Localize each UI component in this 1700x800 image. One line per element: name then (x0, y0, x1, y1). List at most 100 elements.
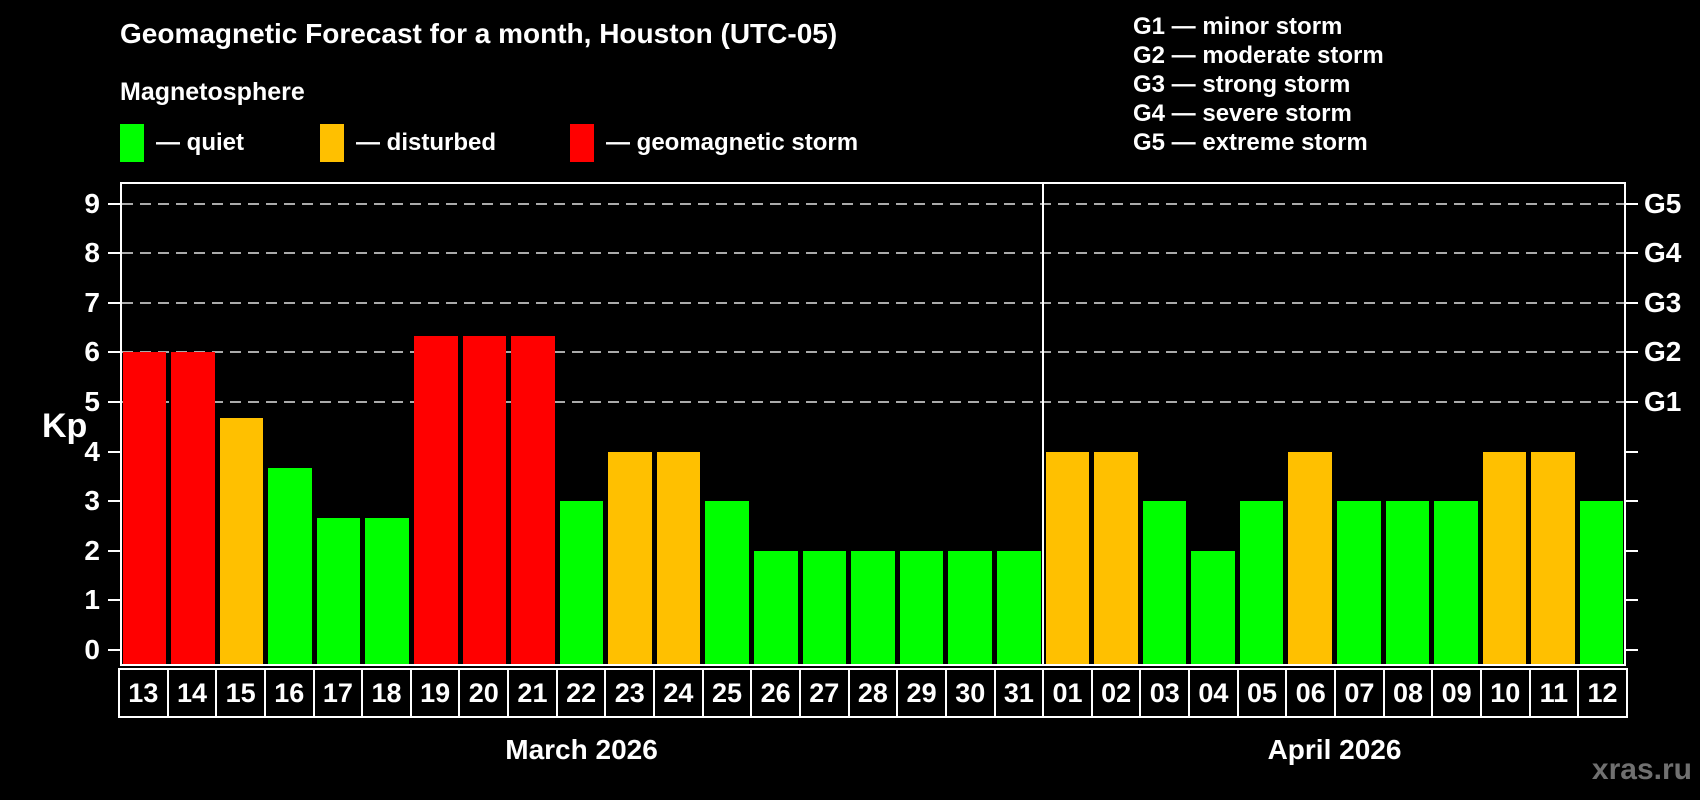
month-separator (1042, 182, 1045, 666)
day-label-21: 21 (509, 670, 556, 716)
y-tick-left-4 (108, 450, 120, 453)
y-tick-label-5: 5 (84, 386, 100, 417)
g3-legend-line: G3 — strong storm (1133, 71, 1351, 98)
bar-day-28 (851, 550, 895, 664)
bar-day-11 (1531, 451, 1575, 664)
day-label-29: 29 (898, 670, 945, 716)
y-tick-label-7: 7 (84, 286, 100, 318)
day-label-02: 02 (1092, 670, 1140, 716)
y-tick-left-5 (108, 401, 120, 403)
legend-item-storm: — geomagnetic storm (570, 124, 858, 162)
day-label-20: 20 (460, 670, 508, 716)
day-label-30: 30 (946, 670, 994, 716)
y-tick-label-1: 1 (84, 584, 100, 616)
y-tick-right-0 (1626, 649, 1638, 651)
g-axis-label-G3: G3 (1644, 286, 1682, 318)
bar-day-29 (899, 550, 944, 664)
day-label-26: 26 (752, 670, 799, 716)
bar-day-13 (122, 352, 167, 664)
y-tick-right-5 (1626, 401, 1638, 403)
bar-day-16 (268, 467, 312, 664)
month-label-0: March 2026 (505, 734, 658, 765)
month-label-1: April 2026 (1267, 734, 1402, 765)
bar-day-23 (608, 451, 652, 664)
y-tick-left-9 (108, 202, 120, 205)
day-label-09: 09 (1433, 670, 1480, 716)
bar-day-04 (1191, 550, 1235, 664)
legend-item-disturbed: — disturbed (320, 124, 496, 162)
quiet-color-swatch (120, 124, 144, 162)
day-label-12: 12 (1579, 670, 1626, 716)
bar-day-10 (1482, 451, 1527, 664)
watermark: xras.ru (1591, 753, 1692, 786)
y-tick-right-3 (1626, 500, 1638, 503)
bar-day-17 (316, 517, 361, 664)
day-label-22: 22 (557, 670, 605, 716)
bar-day-30 (948, 550, 992, 664)
g-axis-label-G1: G1 (1644, 386, 1682, 417)
g2-legend-line: G2 — moderate storm (1133, 42, 1384, 69)
bar-day-31 (996, 550, 1041, 664)
legend-label-storm: — geomagnetic storm (606, 129, 859, 156)
bar-day-25 (705, 501, 750, 664)
g-scale-legend: G1 — minor storm G2 — moderate storm G3 … (1133, 12, 1384, 157)
y-tick-left-8 (108, 252, 120, 255)
bar-day-20 (462, 336, 507, 664)
g4-legend-line: G4 — severe storm (1133, 100, 1352, 127)
bar-day-07 (1337, 501, 1381, 664)
y-tick-label-0: 0 (84, 634, 100, 665)
g-axis-label-G5: G5 (1644, 187, 1682, 219)
day-label-07: 07 (1336, 670, 1383, 716)
y-tick-label-8: 8 (84, 237, 100, 269)
bar-day-14 (171, 352, 215, 664)
y-tick-right-6 (1626, 351, 1638, 354)
g-axis-label-G4: G4 (1644, 237, 1682, 269)
bar-day-12 (1579, 501, 1624, 664)
y-tick-label-2: 2 (84, 534, 100, 566)
day-label-15: 15 (217, 670, 264, 716)
gridline-kp5 (122, 401, 1624, 403)
page-title: Geomagnetic Forecast for a month, Housto… (120, 18, 838, 49)
bar-day-03 (1142, 501, 1187, 664)
chart-subtitle: Magnetosphere (120, 78, 305, 106)
day-label-03: 03 (1141, 670, 1189, 716)
bar-day-27 (802, 550, 847, 664)
y-tick-right-1 (1626, 599, 1638, 602)
bar-day-19 (413, 336, 458, 664)
y-tick-left-2 (108, 549, 120, 552)
plot-frame (120, 182, 1626, 666)
gridline-kp7 (122, 301, 1624, 304)
y-tick-right-7 (1626, 301, 1638, 304)
bar-day-26 (754, 550, 798, 664)
bar-day-06 (1288, 451, 1332, 664)
day-label-23: 23 (606, 670, 654, 716)
day-label-16: 16 (265, 670, 313, 716)
gridline-kp6 (122, 351, 1624, 354)
bar-day-15 (219, 418, 264, 664)
bar-day-09 (1434, 501, 1478, 664)
day-label-01: 01 (1044, 670, 1091, 716)
gridline-kp9 (122, 202, 1624, 205)
bar-day-02 (1094, 451, 1138, 664)
day-label-08: 08 (1384, 670, 1432, 716)
day-label-11: 11 (1530, 670, 1578, 716)
day-label-18: 18 (363, 670, 410, 716)
day-label-04: 04 (1190, 670, 1237, 716)
day-label-10: 10 (1481, 670, 1529, 716)
day-label-17: 17 (314, 670, 362, 716)
day-label-31: 31 (995, 670, 1043, 716)
y-tick-left-0 (108, 649, 120, 651)
day-label-27: 27 (800, 670, 848, 716)
y-tick-label-4: 4 (84, 435, 100, 467)
y-tick-right-2 (1626, 549, 1638, 552)
y-tick-label-6: 6 (84, 336, 100, 368)
day-label-05: 05 (1238, 670, 1286, 716)
y-tick-left-7 (108, 301, 120, 304)
bar-day-21 (511, 336, 555, 664)
disturbed-color-swatch (320, 124, 344, 162)
bar-day-18 (365, 517, 409, 664)
legend-item-quiet: — quiet (120, 124, 244, 162)
day-label-14: 14 (168, 670, 216, 716)
bar-day-22 (559, 501, 604, 664)
